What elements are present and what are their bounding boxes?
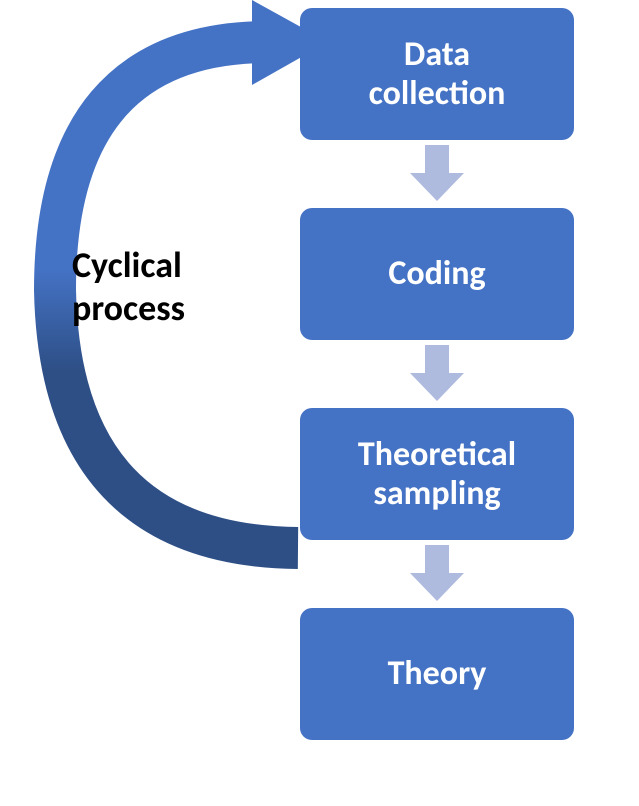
arrow-down-2 — [410, 345, 464, 401]
box-theory: Theory — [300, 608, 574, 740]
box-label: Theory — [388, 654, 487, 693]
box-theoretical-sampling: Theoreticalsampling — [300, 408, 574, 540]
arrow-down-1 — [410, 145, 464, 201]
flowchart-diagram: Cyclical process Datacollection Coding T… — [0, 0, 639, 806]
box-label: Coding — [388, 254, 485, 293]
cyclical-text-line1: Cyclical — [72, 243, 182, 287]
box-label: Datacollection — [369, 35, 506, 113]
cyclical-text-line2: process — [72, 286, 185, 330]
cyclical-process-label: Cyclical process — [72, 244, 185, 330]
arrow-down-3 — [410, 545, 464, 601]
box-coding: Coding — [300, 208, 574, 340]
box-data-collection: Datacollection — [300, 8, 574, 140]
box-label: Theoreticalsampling — [358, 435, 516, 513]
